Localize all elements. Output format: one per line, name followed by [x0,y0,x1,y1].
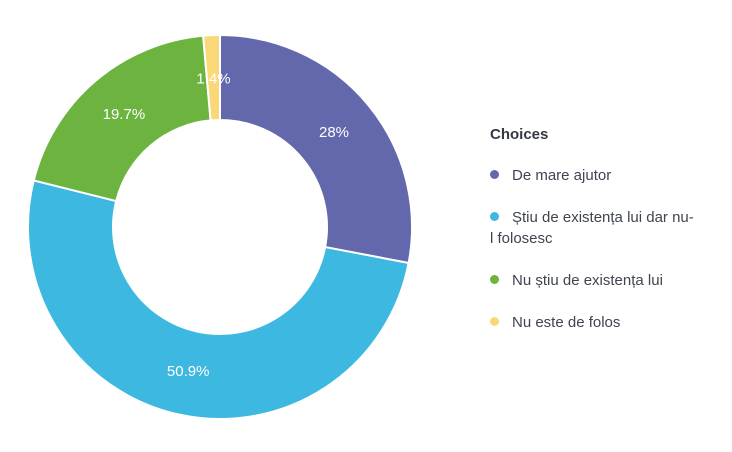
legend-items: De mare ajutor Știu de existența lui dar … [490,165,696,333]
legend-label: De mare ajutor [512,167,612,184]
legend-dot-icon [490,212,499,221]
legend-dot-icon [490,275,499,284]
slice-value-label-3: 19.7% [103,106,146,123]
donut-slice-4 [202,33,221,122]
legend-label: Nu este de folos [512,314,621,331]
donut-slice-3 [32,34,212,203]
legend-title: Choices [490,126,549,143]
legend-label: Știu de existența lui dar nu-l folosesc [490,209,694,247]
donut-slice-1 [219,33,413,265]
legend-dot-icon [490,317,499,326]
slice-value-label-1: 28% [319,124,349,141]
slice-value-label-2: 50.9% [167,363,210,380]
legend-item-3: Nu știu de existența lui [490,270,696,291]
legend-label: Nu știu de existența lui [512,272,663,289]
legend-item-2: Știu de existența lui dar nu-l folosesc [490,207,696,249]
chart-legend: Choices De mare ajutor Știu de existența … [490,125,696,354]
legend-dot-icon [490,170,499,179]
donut-slice-2 [27,179,410,420]
legend-item-4: Nu este de folos [490,312,696,333]
slice-value-label-4: 1.4% [196,71,230,88]
legend-item-1: De mare ajutor [490,165,696,186]
